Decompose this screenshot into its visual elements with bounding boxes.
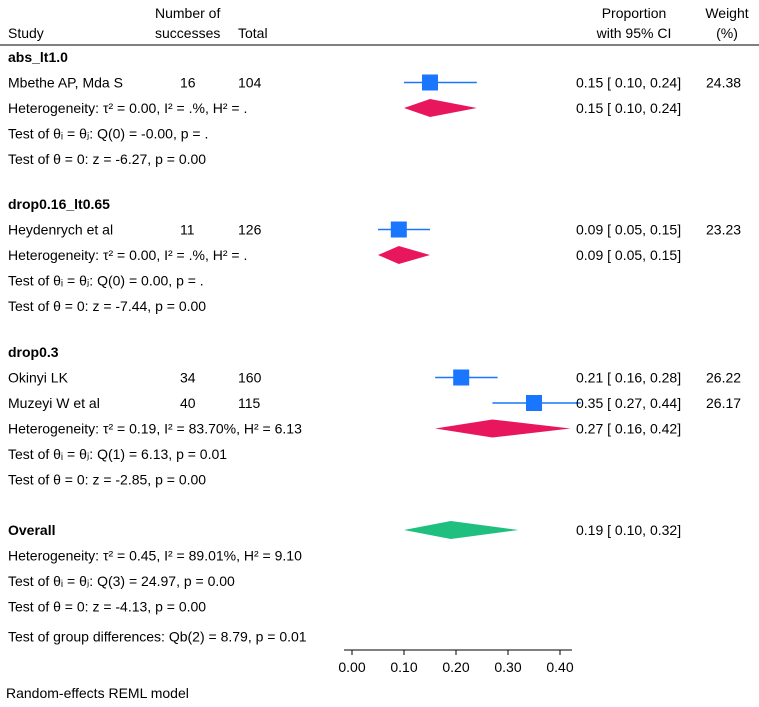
overall-heterogeneity: Heterogeneity: τ² = 0.45, I² = 89.01%, H…: [8, 548, 302, 564]
model-footnote: Random-effects REML model: [6, 685, 189, 701]
group-1-test-equal: Test of θᵢ = θⱼ: Q(0) = 0.00, p = .: [8, 273, 204, 289]
header-successes-line1: Number of: [155, 5, 220, 21]
group-1-study-0-weight: 23.23: [706, 222, 741, 238]
group-1-pooled-diamond: [378, 246, 430, 264]
group-2-study-1-successes: 40: [180, 395, 196, 411]
group-0-study-0-ci-text: 0.15 [ 0.10, 0.24]: [576, 75, 681, 91]
group-2-pooled-diamond: [435, 419, 571, 438]
x-tick-label-0: 0.00: [338, 659, 365, 675]
group-0-heterogeneity: Heterogeneity: τ² = 0.00, I² = .%, H² = …: [8, 100, 247, 116]
group-2-study-0-successes: 34: [180, 370, 196, 386]
x-tick-label-1: 0.10: [390, 659, 417, 675]
overall-test-equal: Test of θᵢ = θⱼ: Q(3) = 24.97, p = 0.00: [8, 573, 235, 589]
group-1-study-0-successes: 11: [180, 222, 195, 238]
x-axis: 0.00 0.10 0.20 0.30 0.40: [338, 649, 574, 675]
group-1-heterogeneity: Heterogeneity: τ² = 0.00, I² = .%, H² = …: [8, 247, 247, 263]
group-0-study-0-marker: [422, 74, 438, 91]
group-2-study-1-label: Muzeyi W et al: [8, 395, 100, 411]
group-0-pooled-ci-text: 0.15 [ 0.10, 0.24]: [576, 100, 681, 116]
header-weight-line1: Weight: [705, 5, 748, 21]
group-2-test-zero: Test of θ = 0: z = -2.85, p = 0.00: [8, 472, 206, 488]
group-0-title: abs_lt1.0: [8, 49, 68, 65]
group-2-pooled-ci-text: 0.27 [ 0.16, 0.42]: [576, 421, 681, 437]
overall-test-zero: Test of θ = 0: z = -4.13, p = 0.00: [8, 599, 206, 615]
group-2-study-1-weight: 26.17: [706, 395, 741, 411]
group-0-test-equal: Test of θᵢ = θⱼ: Q(0) = -0.00, p = .: [8, 126, 208, 142]
group-2-test-equal: Test of θᵢ = θⱼ: Q(1) = 6.13, p = 0.01: [8, 446, 227, 462]
overall-diamond: [404, 521, 519, 539]
rows-layer: abs_lt1.0 Mbethe AP, Mda S 16 104 0.15 [ 0.1…: [8, 49, 741, 645]
overall-title: Overall: [8, 522, 55, 538]
group-1-study-0-total: 126: [238, 222, 262, 238]
group-2-study-1-ci-text: 0.35 [ 0.27, 0.44]: [576, 395, 681, 411]
group-2-study-0-ci-text: 0.21 [ 0.16, 0.28]: [576, 370, 681, 386]
group-1-title: drop0.16_lt0.65: [8, 196, 110, 212]
group-0-study-0-label: Mbethe AP, Mda S: [8, 75, 123, 91]
group-2-study-0-total: 160: [238, 370, 262, 386]
group-2-heterogeneity: Heterogeneity: τ² = 0.19, I² = 83.70%, H…: [8, 421, 302, 437]
header-study: Study: [8, 25, 44, 41]
header-weight-line2: (%): [716, 25, 738, 41]
group-1-study-0-label: Heydenrych et al: [8, 222, 113, 238]
header-successes-line2: successes: [155, 25, 220, 41]
x-tick-label-4: 0.40: [546, 659, 573, 675]
x-tick-label-2: 0.20: [442, 659, 469, 675]
group-2-study-0-marker: [453, 369, 470, 386]
group-0-study-0-successes: 16: [180, 75, 196, 91]
header-proportion-line1: Proportion: [602, 5, 667, 21]
x-tick-label-3: 0.30: [494, 659, 521, 675]
group-2-study-1-total: 115: [238, 395, 261, 411]
group-0-test-zero: Test of θ = 0: z = -6.27, p = 0.00: [8, 151, 206, 167]
group-1-test-zero: Test of θ = 0: z = -7.44, p = 0.00: [8, 298, 206, 314]
group-0-pooled-diamond: [404, 99, 477, 117]
group-0-study-0-total: 104: [238, 75, 262, 91]
group-2-study-1-marker: [526, 395, 542, 411]
group-1-pooled-ci-text: 0.09 [ 0.05, 0.15]: [576, 247, 681, 263]
group-2-title: drop0.3: [8, 344, 59, 360]
group-0-study-0-weight: 24.38: [706, 75, 741, 91]
group-1-study-0-marker: [390, 221, 407, 238]
group-2-study-0-weight: 26.22: [706, 370, 741, 386]
group-2-study-0-label: Okinyi LK: [8, 370, 69, 386]
overall-ci-text: 0.19 [ 0.10, 0.32]: [576, 522, 681, 538]
overall-group-difference: Test of group differences: Qb(2) = 8.79,…: [8, 629, 307, 645]
header-total: Total: [238, 25, 268, 41]
group-1-study-0-ci-text: 0.09 [ 0.05, 0.15]: [576, 222, 681, 238]
header-proportion-line2: with 95% CI: [596, 25, 672, 41]
